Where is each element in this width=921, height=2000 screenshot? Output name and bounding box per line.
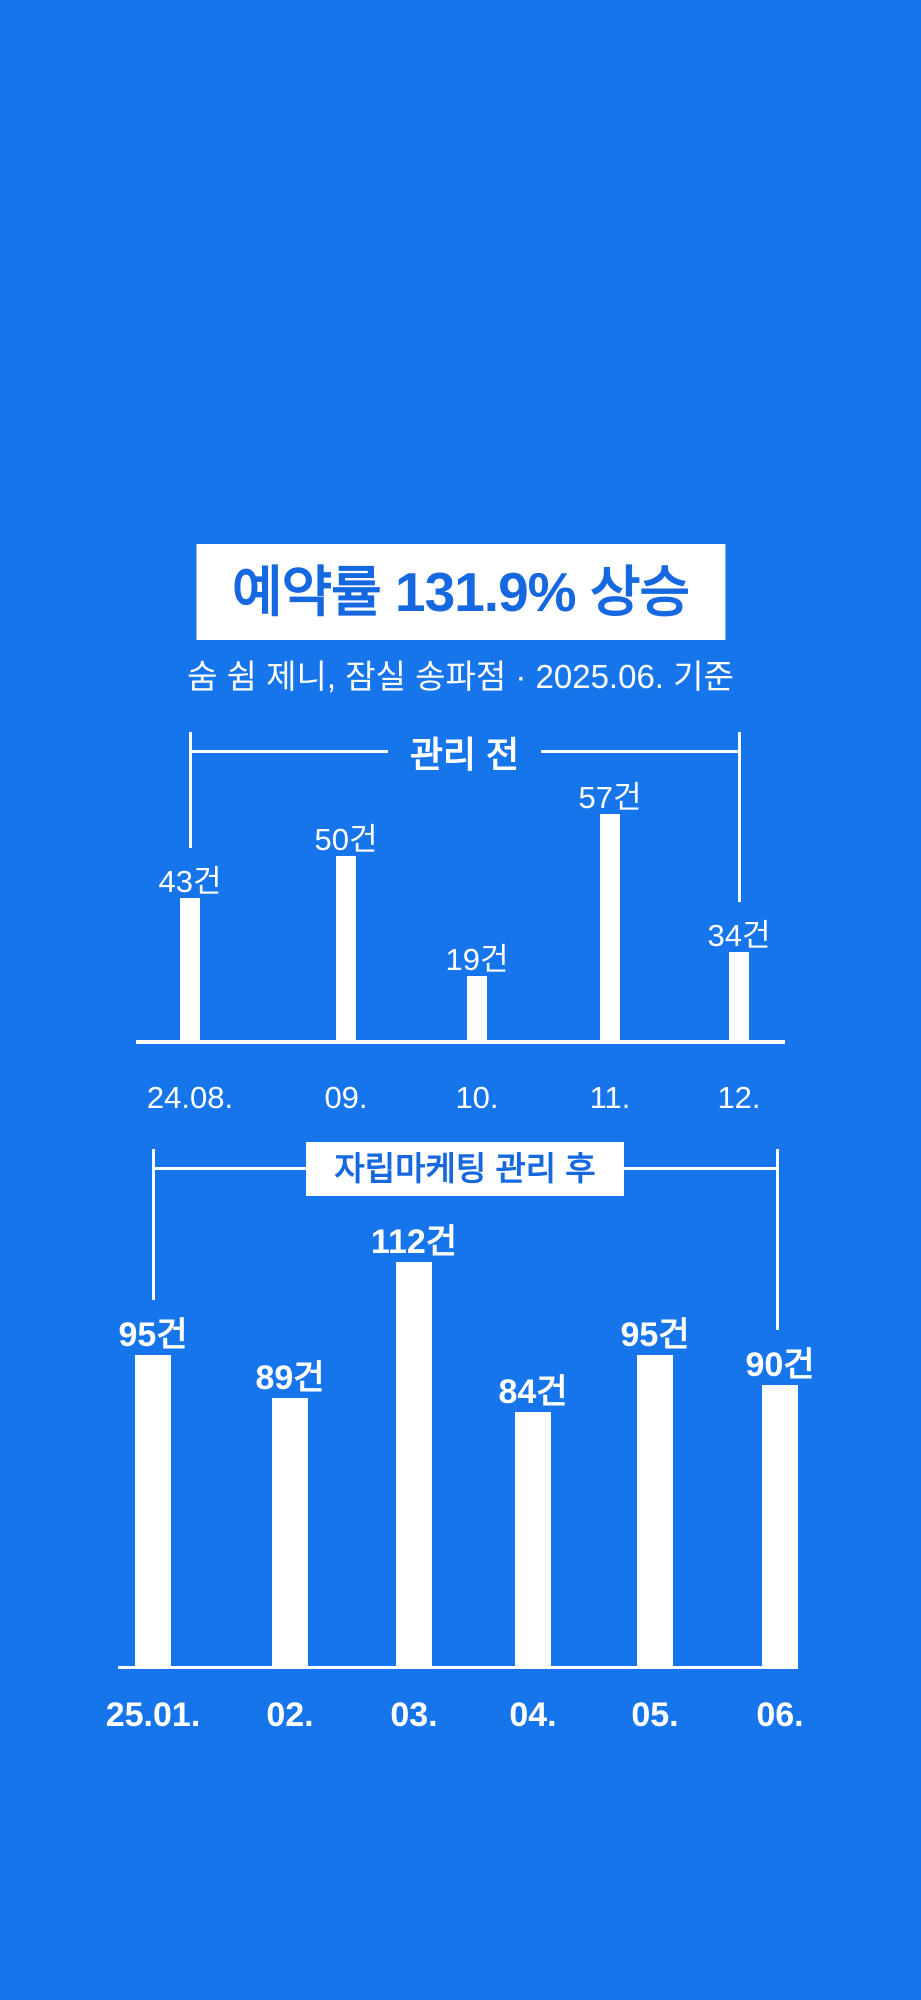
- bar: [600, 814, 620, 1040]
- category-label: 09.: [324, 1080, 368, 1115]
- bar-value-label: 19건: [445, 942, 509, 977]
- bar: [396, 1262, 432, 1666]
- category-label: 06.: [756, 1696, 804, 1734]
- category-label: 10.: [455, 1080, 499, 1115]
- page-subtitle: 숨 쉼 제니, 잠실 송파점 · 2025.06. 기준: [187, 658, 734, 695]
- bar-value-label: 112건: [370, 1223, 458, 1261]
- bar: [180, 898, 200, 1040]
- bracket-label: 관리 전: [409, 733, 520, 775]
- bracket-line: [153, 1167, 307, 1170]
- category-label: 02.: [266, 1696, 314, 1734]
- category-label: 04.: [509, 1696, 557, 1734]
- bar: [135, 1355, 171, 1666]
- bar: [272, 1398, 308, 1666]
- bar: [762, 1385, 798, 1666]
- x-axis-line: [136, 1040, 785, 1044]
- bar-value-label: 50건: [314, 822, 378, 857]
- bracket: 자립마케팅 관리 후: [153, 1141, 777, 1196]
- bar: [515, 1412, 551, 1666]
- title-badge: 예약률 131.9% 상승: [195, 544, 726, 640]
- category-label: 03.: [390, 1696, 438, 1734]
- bar: [336, 856, 356, 1040]
- category-label: 25.01.: [105, 1696, 201, 1734]
- bracket-line: [541, 750, 739, 753]
- bar-value-label: 34건: [707, 918, 771, 953]
- bar: [467, 976, 487, 1040]
- category-label: 05.: [631, 1696, 679, 1734]
- bar-value-label: 95건: [118, 1316, 188, 1354]
- bracket: 관리 전: [190, 730, 739, 775]
- page-title: 예약률 131.9% 상승: [231, 561, 690, 623]
- bracket-tick: [737, 732, 741, 902]
- bar-value-label: 90건: [745, 1346, 815, 1384]
- bar-value-label: 89건: [255, 1359, 325, 1397]
- bracket-line: [190, 750, 388, 753]
- bracket-tick: [151, 1149, 155, 1300]
- bar-value-label: 84건: [498, 1373, 568, 1411]
- bar-value-label: 57건: [578, 780, 642, 815]
- bar-value-label: 43건: [158, 864, 222, 899]
- bar: [729, 952, 749, 1040]
- bracket-label: 자립마케팅 관리 후: [306, 1141, 624, 1196]
- category-label: 24.08.: [146, 1080, 234, 1115]
- bar-value-label: 95건: [620, 1316, 690, 1354]
- bracket-tick: [188, 732, 192, 848]
- bracket-line: [623, 1167, 777, 1170]
- category-label: 11.: [589, 1080, 631, 1115]
- bracket-tick: [775, 1149, 779, 1330]
- category-label: 12.: [717, 1080, 761, 1115]
- bar: [637, 1355, 673, 1666]
- x-axis-line: [118, 1666, 798, 1669]
